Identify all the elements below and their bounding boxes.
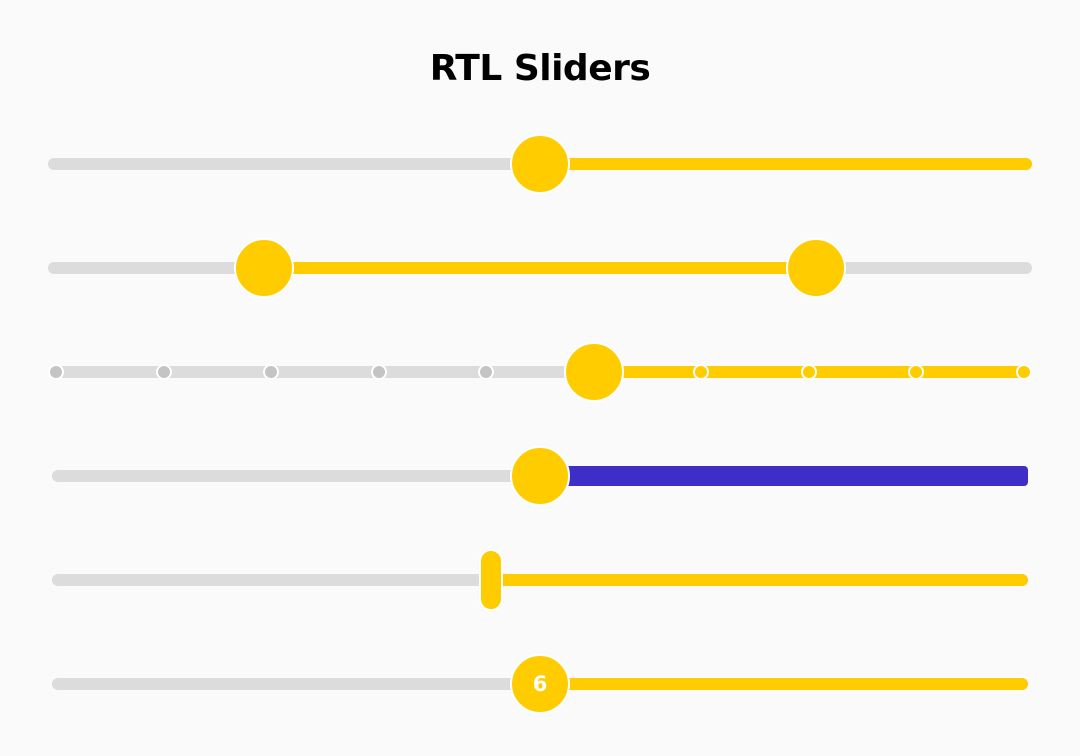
slider-step-mark: [370, 364, 387, 380]
slider-thumb[interactable]: [563, 342, 624, 402]
slider-step-mark: [1016, 364, 1032, 380]
slider-6-labeled[interactable]: 6: [52, 644, 1028, 724]
slider-step-mark: [48, 364, 64, 380]
slider-range-track: [264, 262, 816, 274]
slider-5-bar-thumb[interactable]: [52, 540, 1028, 620]
slider-track: [491, 574, 1028, 586]
slider-thumb-value-label: 6: [532, 671, 548, 696]
slider-4-custom-track[interactable]: [52, 436, 1028, 516]
slider-step-mark: [800, 364, 817, 380]
slider-thumb[interactable]: 6: [510, 654, 570, 714]
slider-3-stepped[interactable]: [48, 332, 1032, 412]
slider-thumb[interactable]: [510, 134, 570, 194]
slider-track: [540, 158, 1032, 170]
slider-step-mark: [155, 364, 172, 380]
slider-thumb[interactable]: [479, 549, 504, 611]
page-title: RTL Sliders: [429, 48, 651, 89]
slider-step-mark: [263, 364, 280, 380]
slider-track: [540, 678, 1028, 690]
slider-step-mark: [908, 364, 925, 380]
slider-thumb-start[interactable]: [785, 238, 846, 298]
slider-step-mark: [478, 364, 495, 380]
slider-step-mark: [693, 364, 710, 380]
slider-2-range[interactable]: [48, 228, 1032, 308]
slider-track: [540, 466, 1028, 486]
slider-1[interactable]: [48, 124, 1032, 204]
slider-thumb[interactable]: [510, 446, 570, 506]
slider-thumb-end[interactable]: [234, 238, 295, 298]
